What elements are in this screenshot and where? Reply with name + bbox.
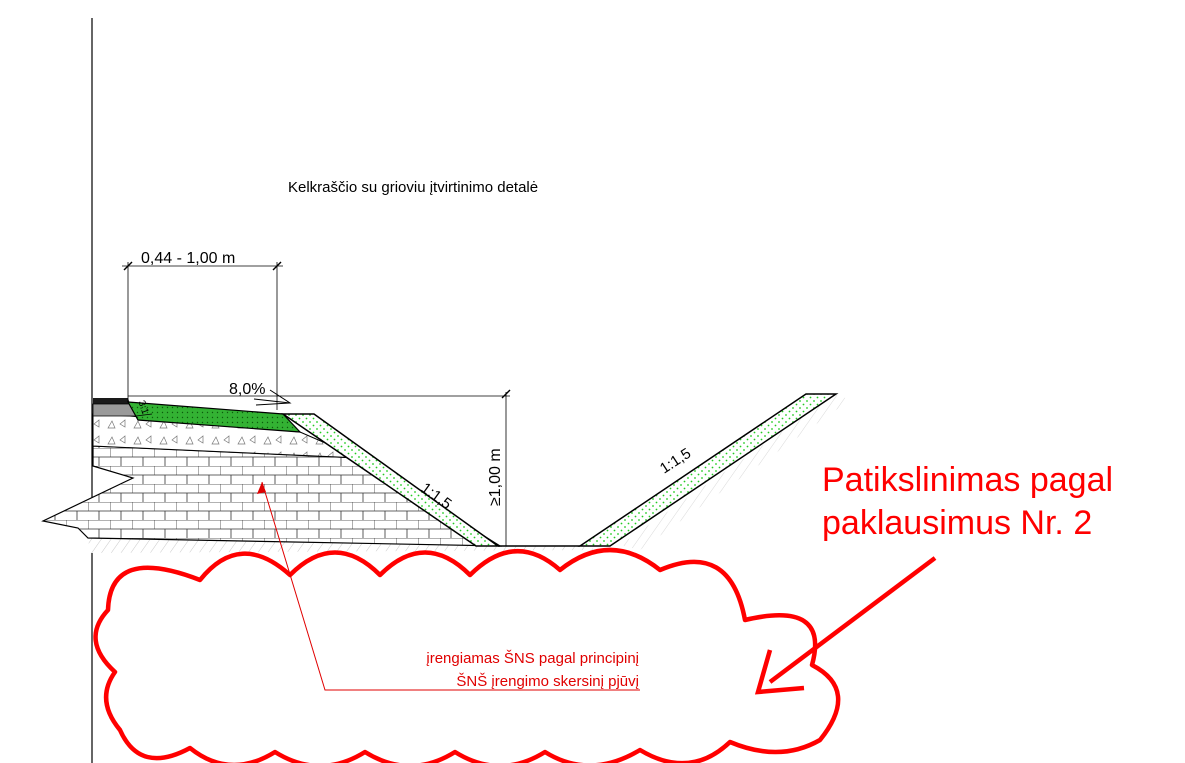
width-dimension: 0,44 - 1,00 m (122, 250, 283, 410)
revision-line-2: paklausimus Nr. 2 (822, 504, 1092, 542)
width-dimension-label: 0,44 - 1,00 m (141, 250, 235, 267)
note-line-1: įrengiamas ŠNS pagal principinį (426, 650, 639, 667)
green-shoulder-layer (126, 401, 302, 433)
slope-percent-label: 8,0% (229, 381, 265, 398)
asphalt-layer (93, 398, 130, 404)
revision-cloud (93, 547, 841, 763)
drawing-title: Kelkraščio su grioviu įtvirtinimo detalė (288, 179, 538, 196)
depth-dimension: ≥1,00 m (487, 389, 511, 546)
depth-dimension-label: ≥1,00 m (487, 448, 504, 506)
small-slope-label: 3:1 (135, 399, 150, 416)
note-leader-line (261, 481, 640, 691)
slope-percent-annotation: 8,0% (128, 381, 510, 406)
revision-line-1: Patikslinimas pagal (822, 461, 1113, 499)
right-slope-ground-hatching (620, 394, 850, 550)
note-leader-arrowhead (257, 482, 266, 494)
revision-arrow (754, 556, 937, 695)
right-slope-strip (577, 393, 839, 547)
note-line-2: ŠNŠ įrengimo skersinį pjūvį (456, 673, 639, 690)
ground-hatching (88, 538, 600, 553)
small-slope-mark: 3:1 (135, 399, 153, 417)
